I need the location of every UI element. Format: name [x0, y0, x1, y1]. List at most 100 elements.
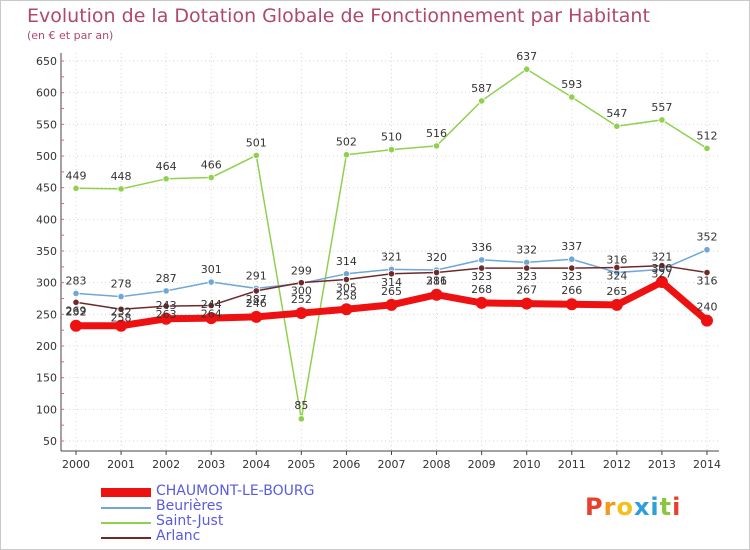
- data-label-chaumont-le-bourg: 258: [336, 289, 357, 302]
- x-tick-label: 2009: [468, 458, 496, 471]
- x-tick-label: 2010: [513, 458, 541, 471]
- data-label-arlanc: 316: [426, 275, 447, 288]
- data-label-saint-just: 512: [696, 129, 717, 142]
- legend-label: Beurières: [156, 498, 223, 514]
- data-point-chaumont-le-bourg: [700, 314, 713, 327]
- data-label-chaumont-le-bourg: 268: [471, 283, 492, 296]
- data-point-chaumont-le-bourg: [655, 276, 668, 289]
- data-point-chaumont-le-bourg: [205, 312, 218, 325]
- data-point-arlanc: [342, 275, 351, 284]
- data-point-arlanc: [432, 268, 441, 277]
- legend-swatch: [101, 507, 151, 509]
- data-label-chaumont-le-bourg: 246: [246, 297, 267, 310]
- data-point-chaumont-le-bourg: [115, 319, 128, 332]
- data-point-arlanc: [387, 270, 396, 278]
- y-tick-label: 250: [36, 308, 57, 321]
- y-tick-label: 100: [36, 403, 57, 416]
- x-tick-label: 2000: [62, 458, 90, 471]
- data-label-beuri-res: 321: [651, 250, 672, 263]
- data-label-beuri-res: 287: [156, 272, 177, 285]
- data-point-arlanc: [613, 263, 621, 272]
- data-point-saint-just: [207, 173, 215, 182]
- logo-letter: r: [603, 493, 617, 521]
- data-label-saint-just: 501: [246, 136, 267, 149]
- data-label-arlanc: 316: [696, 275, 717, 288]
- data-point-beuri-res: [568, 255, 576, 263]
- data-point-beuri-res: [162, 287, 170, 295]
- x-tick-label: 2013: [648, 458, 676, 471]
- x-tick-label: 2005: [287, 458, 315, 471]
- data-label-beuri-res: 332: [516, 243, 537, 256]
- data-label-beuri-res: 316: [606, 254, 627, 267]
- data-point-saint-just: [297, 415, 305, 423]
- data-label-chaumont-le-bourg: 244: [201, 298, 222, 311]
- data-point-saint-just: [387, 146, 396, 154]
- data-label-arlanc: 323: [471, 270, 492, 283]
- data-label-saint-just: 557: [651, 101, 672, 114]
- y-tick-label: 600: [36, 87, 57, 100]
- data-point-chaumont-le-bourg: [160, 312, 173, 325]
- data-label-beuri-res: 291: [246, 269, 267, 282]
- proxiti-logo: Proxiti: [585, 493, 681, 521]
- data-label-saint-just: 593: [561, 78, 582, 91]
- data-point-chaumont-le-bourg: [520, 297, 533, 310]
- x-tick-label: 2014: [693, 458, 721, 471]
- data-label-saint-just: 637: [516, 50, 537, 63]
- data-point-beuri-res: [478, 256, 486, 264]
- chart-subtitle: (en € et par an): [27, 29, 114, 42]
- data-point-chaumont-le-bourg: [475, 296, 488, 309]
- data-point-chaumont-le-bourg: [565, 298, 578, 311]
- data-label-beuri-res: 283: [66, 274, 87, 287]
- data-point-chaumont-le-bourg: [610, 298, 623, 311]
- data-label-saint-just: 547: [606, 107, 627, 120]
- data-label-arlanc: 263: [156, 308, 177, 321]
- data-point-arlanc: [523, 264, 531, 272]
- data-point-arlanc: [568, 264, 576, 272]
- data-point-arlanc: [703, 268, 711, 277]
- y-tick-label: 550: [36, 118, 57, 131]
- data-label-saint-just: 587: [471, 82, 492, 95]
- data-point-saint-just: [162, 175, 170, 183]
- x-tick-label: 2001: [107, 458, 135, 471]
- data-label-saint-just: 464: [156, 160, 177, 173]
- x-tick-label: 2004: [242, 458, 270, 471]
- legend-label: Saint-Just: [156, 513, 224, 529]
- legend-swatch: [101, 488, 151, 497]
- x-tick-label: 2006: [332, 458, 360, 471]
- data-point-saint-just: [478, 97, 486, 105]
- data-label-chaumont-le-bourg: 252: [291, 293, 312, 306]
- data-label-beuri-res: 337: [561, 240, 582, 253]
- data-label-saint-just: 448: [111, 170, 132, 183]
- logo-letter: i: [650, 493, 660, 521]
- data-label-saint-just: 502: [336, 136, 357, 149]
- x-tick-label: 2011: [558, 458, 586, 471]
- data-point-chaumont-le-bourg: [340, 303, 353, 316]
- data-label-beuri-res: 278: [111, 278, 132, 291]
- data-point-beuri-res: [207, 278, 215, 286]
- y-tick-label: 400: [36, 213, 57, 226]
- data-point-arlanc: [478, 264, 486, 272]
- logo-letter: P: [585, 493, 604, 521]
- x-tick-label: 2012: [603, 458, 631, 471]
- data-label-chaumont-le-bourg: 267: [516, 284, 537, 297]
- data-label-chaumont-le-bourg: 265: [381, 285, 402, 298]
- logo-letter: o: [616, 493, 634, 521]
- data-label-chaumont-le-bourg: 232: [66, 306, 87, 319]
- data-point-arlanc: [72, 298, 80, 306]
- data-label-saint-just: 516: [426, 127, 447, 140]
- data-point-chaumont-le-bourg: [295, 307, 308, 320]
- data-label-beuri-res: 314: [336, 255, 357, 268]
- y-tick-label: 200: [36, 340, 57, 353]
- data-label-arlanc: 324: [606, 269, 627, 282]
- data-point-chaumont-le-bourg: [250, 310, 263, 323]
- data-label-beuri-res: 336: [471, 241, 492, 254]
- y-tick-label: 650: [36, 55, 57, 68]
- data-point-arlanc: [658, 261, 666, 270]
- data-label-arlanc: 258: [111, 311, 132, 324]
- data-point-saint-just: [117, 185, 125, 193]
- logo-letter: x: [633, 493, 651, 521]
- legend-swatch: [101, 522, 151, 524]
- data-point-arlanc: [297, 279, 305, 287]
